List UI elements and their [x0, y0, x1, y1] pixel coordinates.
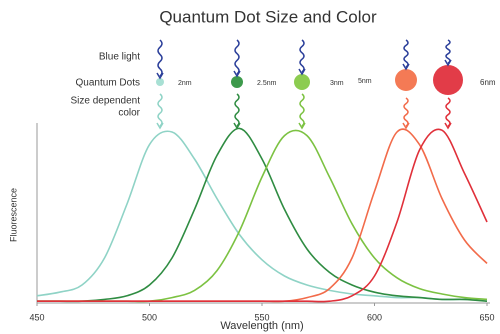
- wavy-arrow: [235, 40, 239, 74]
- quantum-dot: [231, 76, 243, 88]
- annotation: Size dependent: [70, 96, 140, 107]
- size-label: 2nm: [178, 80, 192, 87]
- wavy-arrow: [158, 94, 162, 126]
- y-axis-label: Fluorescence: [8, 188, 18, 242]
- x-tick-label: 450: [29, 312, 44, 322]
- quantum-dot: [395, 69, 417, 91]
- quantum-dot: [294, 74, 310, 90]
- spectrum-line: [37, 131, 487, 299]
- spectrum-line: [37, 129, 487, 301]
- spectrum-line: [37, 130, 487, 301]
- chart: Quantum Dot Size and Color Blue light Qu…: [0, 0, 500, 334]
- x-tick-label: 500: [142, 312, 157, 322]
- quantum-dot: [433, 65, 463, 95]
- spectrum-line: [37, 129, 487, 301]
- wavy-arrow: [404, 98, 408, 126]
- x-tick-label: 650: [479, 312, 494, 322]
- size-label: 3nm: [330, 80, 344, 87]
- wavy-arrow: [158, 40, 162, 76]
- chart-title: Quantum Dot Size and Color: [159, 7, 377, 26]
- size-label: 5nm: [358, 78, 372, 85]
- size-label: 6nm: [480, 78, 496, 87]
- annotation: Quantum Dots: [76, 78, 140, 89]
- wavy-arrow: [300, 40, 304, 72]
- wavy-arrow: [235, 94, 239, 126]
- wavy-arrow: [404, 40, 408, 67]
- x-tick-label: 600: [367, 312, 382, 322]
- annotation: color: [118, 108, 140, 119]
- x-tick-label: 550: [254, 312, 269, 322]
- wavy-arrow: [300, 94, 304, 126]
- spectrum-line: [37, 128, 487, 301]
- size-label: 2.5nm: [257, 80, 277, 87]
- annotation: Blue light: [99, 52, 140, 63]
- wavy-arrow: [446, 40, 450, 63]
- wavy-arrow: [446, 98, 450, 126]
